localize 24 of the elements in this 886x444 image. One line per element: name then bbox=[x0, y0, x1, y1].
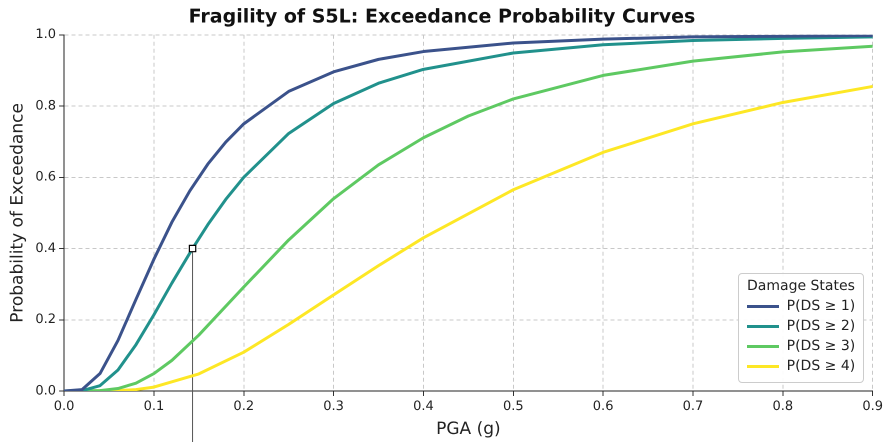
legend-label: P(DS ≥ 3) bbox=[786, 338, 856, 354]
x-tick-label: 0.4 bbox=[413, 399, 434, 414]
x-tick-label: 0.0 bbox=[54, 399, 74, 414]
x-tick-label: 0.9 bbox=[862, 399, 884, 414]
y-tick-label: 0.2 bbox=[35, 312, 56, 328]
y-tick-label: 0.4 bbox=[35, 240, 56, 256]
x-tick-label: 0.2 bbox=[233, 399, 254, 414]
y-tick-label: 0.0 bbox=[35, 383, 56, 398]
y-tick-label: 1.0 bbox=[35, 27, 56, 42]
legend-label: P(DS ≥ 1) bbox=[786, 298, 856, 314]
y-axis-title: Probability of Exceedance bbox=[8, 103, 28, 323]
chart-title: Fragility of S5L: Exceedance Probability Curves bbox=[188, 5, 696, 28]
legend-label: P(DS ≥ 2) bbox=[786, 318, 856, 334]
legend-label: P(DS ≥ 4) bbox=[786, 358, 856, 374]
x-tick-label: 0.5 bbox=[502, 399, 524, 414]
x-tick-label: 0.1 bbox=[144, 399, 164, 414]
y-tick-label: 0.8 bbox=[35, 98, 56, 114]
legend-title: Damage States bbox=[746, 278, 856, 294]
x-tick-label: 0.7 bbox=[682, 399, 704, 414]
y-tick-label: 0.6 bbox=[35, 170, 56, 185]
x-tick-label: 0.6 bbox=[592, 399, 614, 414]
x-tick-label: 0.8 bbox=[772, 399, 794, 414]
x-tick-label: 0.3 bbox=[323, 399, 344, 414]
x-axis-title: PGA (g) bbox=[436, 419, 501, 440]
